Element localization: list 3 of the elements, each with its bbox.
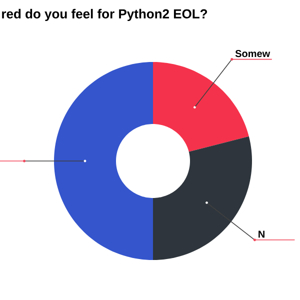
slice-label: Somew: [235, 50, 270, 58]
chart-title: red do you feel for Python2 EOL?: [2, 8, 208, 22]
slice-label: N: [258, 230, 264, 238]
